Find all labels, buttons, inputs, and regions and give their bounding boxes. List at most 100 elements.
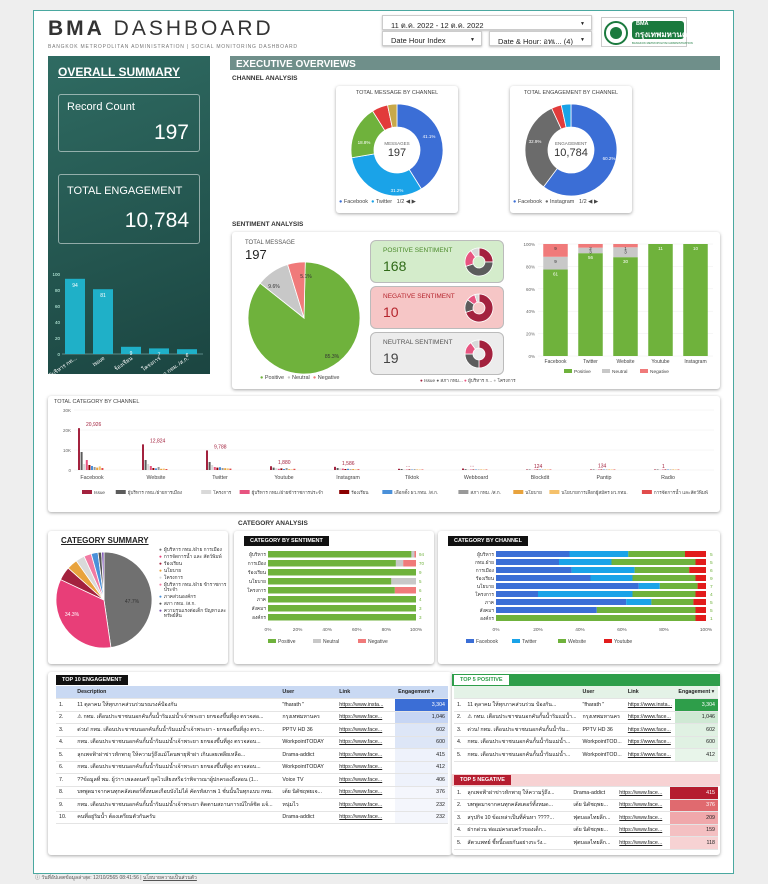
category-bar <box>674 469 677 470</box>
segment-label: 10 <box>693 246 699 251</box>
category-by-channel-card: CATEGORY BY CHANNEL ผู้บริหาร 5 กทม.ฝ่าย 5 ก… <box>438 531 720 664</box>
axis-tick: 100% <box>700 627 713 633</box>
column-header[interactable]: Engagement ▾ <box>398 689 435 695</box>
overall-summary-panel: OVERALL SUMMARY Record Count 197 TOTAL E… <box>48 56 210 374</box>
post-link[interactable]: https://www.face... <box>619 827 663 834</box>
post-link[interactable]: https://www.face... <box>627 739 671 746</box>
category-bar <box>605 469 608 470</box>
post-link[interactable]: https://www.face... <box>339 726 383 733</box>
category-label: โครงการ <box>475 591 494 598</box>
column-header[interactable]: User <box>582 689 595 695</box>
privacy-policy-link[interactable]: นโยบายความเป็นส่วนตัว <box>143 875 197 881</box>
table-row[interactable]: 6. กทม. เตือนประชาชนนอกคันกั้นน้ำริมแม่น้… <box>56 761 448 774</box>
table-row[interactable]: 5. ลุกเพจฟ้าผ่าข่าวหักพายุ ให้ความรู้ถึงแ… <box>56 748 448 761</box>
cell-desc: กทม. เตือนประชาชนนอกคันกั้นน้ำริมแม่น้ำเ… <box>77 739 261 746</box>
category-bar <box>613 469 616 470</box>
axis-tick: 0% <box>528 354 535 359</box>
category-bar <box>80 452 83 470</box>
post-link[interactable]: https://www.face... <box>627 726 671 733</box>
date-range-picker[interactable]: 11 ต.ค. 2022 - 12 ต.ค. 2022 ▼ <box>382 15 592 30</box>
top5-card: TOP 5 POSITIVE User Link Engagement ▾ 1. 11… <box>452 672 720 855</box>
post-link[interactable]: https://www.face... <box>627 714 671 721</box>
bar-value: 7 <box>158 352 161 358</box>
category-bar <box>526 469 528 470</box>
bar-value: 9 <box>710 576 713 582</box>
table-row[interactable]: 8. บทพูดมาจากคนทุกคลัสเตอร์ทั้งหมดเกือบบั… <box>56 786 448 799</box>
table-row[interactable]: 2. ⚠ กทม. เตือนประชาชนนอกคันกั้นน้ำริมแม่… <box>454 711 718 724</box>
cell-desc: ⚠ กทม. เตือนประชาชนนอกคันกั้นน้ำริมแม่น้… <box>77 714 264 721</box>
stacked-bar-segment <box>578 244 603 248</box>
table-row[interactable]: 1. ลุกเพจฟ้าผ่าข่าวหักพายุ ให้ความรู้ถึง.… <box>454 786 718 799</box>
table-row[interactable]: 3. ด่วน! กทม. เตือนประชาชนนอกคันกั้นน้ำริ… <box>56 723 448 736</box>
neutral-mini-donut <box>464 339 494 369</box>
table-row[interactable]: 4. กทม. เตือนประชาชนนอกคันกั้นน้ำริมแม่น้… <box>454 736 718 749</box>
table-row[interactable]: 9. กทม. เตือนประชาชนนอกคันกั้นน้ำริมแม่น้… <box>56 798 448 811</box>
axis-tick: 80% <box>382 627 392 633</box>
cell-desc: กทม. เตือนประชาชนนอกคันกั้นน้ำริมแม่น้ำเ… <box>77 801 273 808</box>
bar-value: 1,880 <box>278 460 291 466</box>
donut-center-label: ENGAGEMENT <box>555 141 587 146</box>
post-link[interactable]: https://www.face... <box>339 751 383 758</box>
post-link[interactable]: https://www.face... <box>339 776 383 783</box>
table-row[interactable]: 4. กทม. เตือนประชาชนนอกคันกั้นน้ำริมแม่น้… <box>56 736 448 749</box>
legend-label: Positive <box>574 369 591 375</box>
column-header[interactable]: Link <box>339 689 351 695</box>
date-hour-filter-dropdown[interactable]: Date & Hour: อทเ... (4) ▼ <box>489 31 592 46</box>
engagement-by-channel-card: TOTAL ENGAGEMENT BY CHANNEL ENGAGEMENT 10… <box>510 86 632 213</box>
post-link[interactable]: https://www.face... <box>619 839 663 846</box>
table-row[interactable]: 4. ฝากด่วน พ่อแม่ครอบครัวของเด็ก... เต้ย น… <box>454 824 718 837</box>
bar-value: 1 <box>710 616 713 622</box>
category-bar <box>590 469 592 470</box>
table-row[interactable]: 5. กทม. เตือนประชาชนนอกคันกั้นน้ำริมแม่น้… <box>454 748 718 761</box>
bar-value: ... <box>406 463 410 469</box>
cell-eng: 406 <box>395 773 448 786</box>
table-row[interactable]: 5. สัตวแพทย์ ชี้หนี้ถอยกันอย่างระวัง... ฟุ… <box>454 836 718 849</box>
post-link[interactable]: https://www.insta... <box>627 701 673 708</box>
table-row[interactable]: 10. คนที่อยู่ริมน้ำ ต้องเตรียมตัวกันครับ D… <box>56 811 448 824</box>
axis-tick: 60% <box>352 627 362 633</box>
post-link[interactable]: https://www.face... <box>619 814 663 821</box>
post-link[interactable]: https://www.face... <box>627 751 671 758</box>
date-hour-index-dropdown[interactable]: Date Hour Index ▼ <box>382 31 482 46</box>
column-header[interactable]: Link <box>627 689 639 695</box>
info-icon: ⓘ <box>35 875 41 881</box>
column-header[interactable]: Description <box>77 689 107 695</box>
legend-swatch <box>339 490 350 494</box>
bar-value: 5 <box>710 552 713 558</box>
bar-value: 94 <box>419 552 425 557</box>
legend-label: การจัดการน้ำ และสัตว์พิมพ์ <box>654 489 708 495</box>
table-row[interactable]: 2. บทพูดมาจากคนทุกคลัสเตอร์ทั้งหมด... เต้ย… <box>454 799 718 812</box>
summary-bar <box>149 348 169 354</box>
total-message-value: 197 <box>245 247 267 262</box>
column-header[interactable]: Engagement ▾ <box>678 689 715 695</box>
table-row[interactable]: 7. ??ข้อมูลที่ พม. ผู้ว่าฯ เพลงดนตรี ยุคไ… <box>56 773 448 786</box>
post-link[interactable]: https://www.face... <box>339 814 383 821</box>
post-link[interactable]: https://www.face... <box>619 789 663 796</box>
post-link[interactable]: https://www.insta... <box>339 701 384 708</box>
table-row[interactable]: 3. ด่วน! กทม. เตือนประชาชนนอกคันกั้นน้ำริ… <box>454 723 718 736</box>
negative-mini-donut <box>464 293 494 323</box>
legend-label: Youtube <box>614 639 632 645</box>
category-bar <box>152 468 155 470</box>
axis-tick: 20% <box>293 627 303 633</box>
cell-user: หนุ่มไว <box>282 801 299 808</box>
slice-label: 31.2% <box>391 188 404 193</box>
table-row[interactable]: 3. สรุปกิจ 10 ข้อเหล่าเป็นที่ค้นหา ????..… <box>454 811 718 824</box>
post-link[interactable]: https://www.face... <box>339 801 383 808</box>
post-link[interactable]: https://www.face... <box>339 739 383 746</box>
table-row[interactable]: 2. ⚠ กทม. เตือนประชาชนนอกคันกั้นน้ำริมแม่… <box>56 711 448 724</box>
column-header[interactable]: User <box>282 689 295 695</box>
category-bar <box>485 469 488 470</box>
table-row[interactable]: 1. 11 ตุลาคม ให้ทุกภาคส่วนร่วม ป้องกัน...… <box>454 698 718 711</box>
category-bar <box>160 468 163 470</box>
post-link[interactable]: https://www.face... <box>619 802 663 809</box>
stacked-bar-segment <box>634 567 690 573</box>
category-by-sentiment-chart: ผู้บริหาร 94 การเมือง 70 ร้องเรียน 9 นโยบาย 5 โค… <box>247 551 425 645</box>
post-link[interactable]: https://www.face... <box>339 714 383 721</box>
pie-slice <box>560 103 572 128</box>
post-link[interactable]: https://www.face... <box>339 789 383 796</box>
bar-label: ผู้บริหาร กท... <box>48 355 79 374</box>
axis-tick: 80 <box>55 288 61 293</box>
table-row[interactable]: 1. 11 ตุลาคม ให้ทุกภาคส่วนร่วมรณรงค์ป้องก… <box>56 698 448 711</box>
post-link[interactable]: https://www.face... <box>339 764 383 771</box>
